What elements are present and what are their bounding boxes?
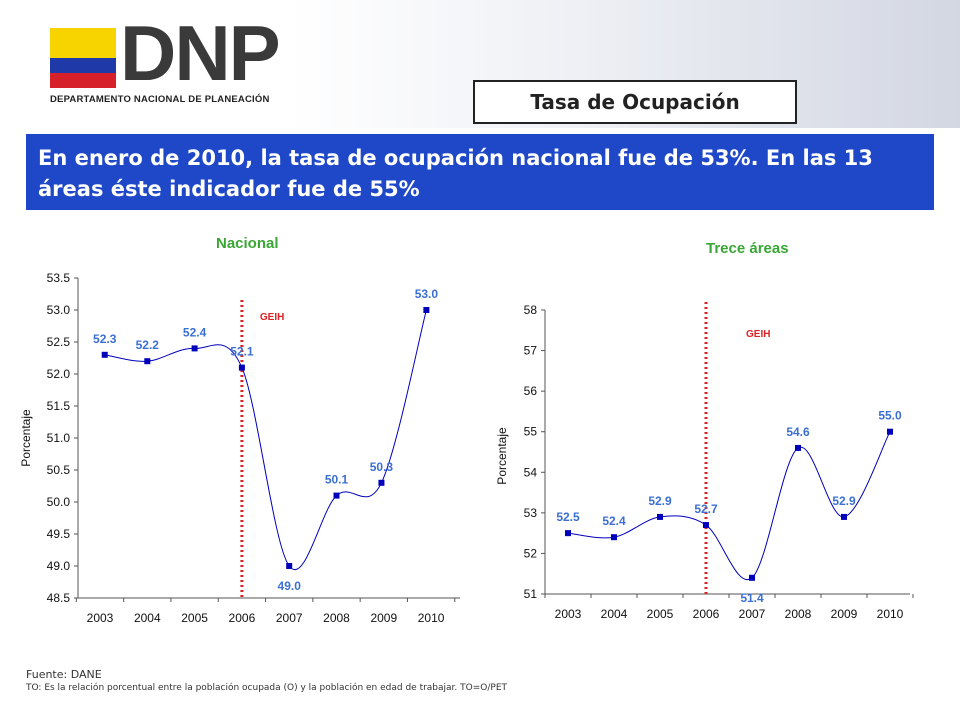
chart1-y-tick-label: 51.5 [47, 399, 71, 413]
chart1-data-label: 52.2 [136, 338, 160, 352]
chart2-data-label: 52.5 [556, 510, 580, 524]
chart1-y-tick-label: 50.5 [47, 463, 71, 477]
chart1-x-tick-label: 2008 [323, 611, 350, 625]
source-text: Fuente: DANE [26, 668, 102, 681]
chart2-y-tick-label: 52 [524, 546, 538, 560]
chart2-y-tick-label: 56 [524, 384, 538, 398]
chart2-data-point [749, 574, 755, 581]
chart1-data-point [191, 345, 198, 352]
chart1-y-tick-label: 51.0 [47, 431, 71, 445]
headline-banner: En enero de 2010, la tasa de ocupación n… [26, 134, 934, 210]
chart2-data-label: 54.6 [786, 425, 810, 439]
chart1-data-label: 50.3 [370, 460, 394, 474]
chart1-data-label: 52.1 [230, 345, 254, 359]
definition-note: TO: Es la relación porcentual entre la p… [26, 683, 507, 693]
chart2-data-point [657, 513, 663, 520]
chart2-x-tick-label: 2010 [877, 607, 904, 621]
chart1-data-point [238, 364, 245, 371]
chart2-data-point [565, 530, 571, 537]
chart2-x-tick-label: 2003 [555, 607, 582, 621]
chart2-y-tick-label: 53 [524, 506, 538, 520]
colombia-flag-icon [50, 28, 116, 88]
chart1-x-tick-label: 2010 [418, 611, 445, 625]
chart2-data-point [795, 444, 801, 451]
topic-title: Tasa de Ocupación [473, 80, 797, 124]
chart1-x-tick-label: 2003 [87, 611, 114, 625]
chart1-data-label: 53.0 [415, 287, 439, 301]
chart2-data-label: 55.0 [878, 409, 902, 423]
chart-title-nacional: Nacional [216, 235, 279, 252]
chart1-geih-label: GEIH [260, 312, 284, 323]
chart2-x-tick-label: 2004 [601, 607, 628, 621]
chart1-y-tick-label: 52.5 [47, 335, 71, 349]
chart2-y-tick-label: 55 [524, 425, 538, 439]
chart1-data-point [333, 492, 340, 499]
chart1-data-point [101, 351, 108, 358]
logo-subtitle: DEPARTAMENTO NACIONAL DE PLANEACIÓN [50, 94, 270, 105]
chart1-y-tick-label: 53.5 [47, 271, 71, 285]
chart1-x-tick-label: 2009 [370, 611, 397, 625]
chart2-geih-label: GEIH [746, 329, 770, 340]
chart1-data-label: 49.0 [278, 579, 302, 593]
chart2-y-tick-label: 54 [524, 465, 538, 479]
logo-text: DNP [120, 9, 281, 97]
chart1-data-label: 52.3 [93, 332, 117, 346]
chart2-y-tick-label: 57 [524, 344, 538, 358]
chart2-data-label: 52.9 [648, 494, 672, 508]
chart1-y-tick-label: 49.0 [47, 559, 71, 573]
chart1-data-point [423, 307, 430, 313]
chart1-data-point [144, 358, 151, 365]
chart2-data-point [887, 428, 893, 435]
chart1-x-tick-label: 2006 [229, 611, 256, 625]
chart2-y-axis-label: Porcentaje [495, 427, 509, 485]
chart1-data-point [378, 479, 385, 486]
chart1-data-label: 50.1 [325, 473, 349, 487]
chart2-data-label: 52.9 [832, 494, 856, 508]
chart2-x-tick-label: 2009 [831, 607, 858, 621]
chart2-data-point [841, 513, 847, 520]
chart2-data-label: 52.7 [694, 502, 718, 516]
chart-title-trece-areas: Trece áreas [706, 240, 789, 257]
chart1-y-tick-label: 53.0 [47, 303, 71, 317]
chart1-data-label: 52.4 [183, 325, 207, 339]
chart1-x-tick-label: 2007 [276, 611, 303, 625]
chart1-y-tick-label: 49.5 [47, 527, 71, 541]
chart2-x-tick-label: 2005 [647, 607, 674, 621]
chart2-x-tick-label: 2006 [693, 607, 720, 621]
chart2-x-tick-label: 2008 [785, 607, 812, 621]
chart2-y-tick-label: 58 [524, 303, 538, 317]
dnp-logo: DNP DEPARTAMENTO NACIONAL DE PLANEACIÓN [50, 14, 310, 110]
chart1-y-tick-label: 48.5 [47, 591, 71, 605]
chart2-data-point [703, 522, 709, 529]
chart1-y-tick-label: 52.0 [47, 367, 71, 381]
chart2-y-tick-label: 51 [524, 587, 538, 601]
chart1-x-tick-label: 2004 [134, 611, 161, 625]
chart2-data-point [611, 534, 617, 541]
chart1-y-axis-label: Porcentaje [19, 409, 33, 467]
chart2-data-label: 51.4 [740, 591, 764, 605]
chart1-y-tick-label: 50.0 [47, 495, 71, 509]
chart2-x-tick-label: 2007 [739, 607, 766, 621]
footer: Fuente: DANE TO: Es la relación porcentu… [26, 668, 507, 693]
chart2-data-label: 52.4 [602, 514, 626, 528]
chart1-data-point [286, 563, 293, 569]
chart1-x-tick-label: 2005 [181, 611, 208, 625]
